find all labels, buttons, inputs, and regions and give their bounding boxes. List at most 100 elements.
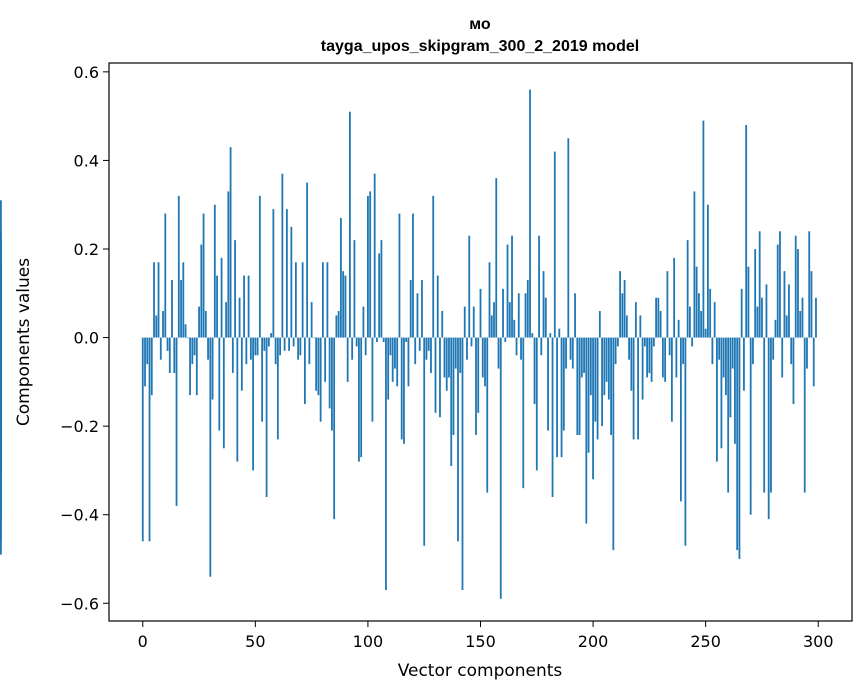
bar-185 (558, 328, 561, 338)
bar-245 (693, 191, 696, 338)
bar-241 (684, 337, 687, 546)
bar-161 (504, 337, 507, 342)
bar-68 (294, 262, 297, 338)
bar-36 (222, 337, 225, 449)
bar-75 (310, 302, 313, 338)
bar-289 (792, 337, 795, 404)
bar-168 (520, 337, 522, 360)
bar-187 (562, 337, 565, 431)
bar-193 (576, 337, 579, 435)
bar-78 (317, 337, 320, 396)
bar-274 (758, 231, 761, 338)
bar-297 (810, 271, 813, 338)
bar-273 (756, 306, 759, 338)
bar-239 (679, 337, 682, 502)
bar-8 (159, 337, 162, 360)
bar-111 (391, 337, 394, 382)
bar-22 (191, 337, 194, 365)
bar-43 (238, 297, 241, 338)
bar-59 (274, 337, 277, 365)
bar-1 (144, 337, 146, 387)
x-tick-label: 300 (803, 632, 834, 651)
x-tick-label: 150 (465, 632, 496, 651)
bar-206 (605, 337, 608, 382)
bar-45 (243, 275, 245, 338)
bar-255 (716, 337, 718, 462)
bar-194 (578, 337, 581, 435)
bar-71 (301, 262, 304, 338)
bar-215 (625, 315, 628, 338)
bar-29 (207, 337, 209, 360)
bar-79 (319, 337, 322, 422)
bar-103 (373, 173, 376, 338)
bar-204 (601, 337, 603, 427)
bar-14 (173, 337, 176, 373)
bar-10 (164, 213, 167, 338)
bar-280 (772, 337, 775, 360)
bar-7 (157, 262, 160, 338)
bar-54 (263, 337, 266, 351)
bar-222 (641, 337, 644, 400)
bar-64 (285, 209, 288, 338)
bar-92 (349, 111, 351, 338)
bar-13 (171, 280, 173, 338)
bar-179 (544, 297, 547, 338)
bar-15 (175, 337, 178, 506)
bar-298 (812, 337, 815, 387)
bar-292 (799, 311, 802, 338)
bar-282 (776, 244, 779, 338)
bar-240 (682, 337, 685, 365)
bar-190 (569, 337, 572, 360)
bar-272 (754, 249, 757, 338)
bar-135 (445, 337, 448, 391)
bar-210 (614, 337, 617, 365)
bar-148 (475, 337, 477, 435)
bar-158 (497, 337, 500, 369)
bar-115 (400, 337, 403, 440)
bar-131 (436, 275, 439, 338)
bar-262 (731, 337, 734, 369)
bar-93 (351, 337, 354, 360)
bar-151 (481, 337, 484, 378)
bar-186 (560, 337, 563, 458)
bar-165 (513, 319, 516, 338)
bar-81 (324, 337, 327, 382)
bar-101 (369, 191, 372, 338)
bar-33 (216, 275, 218, 338)
bar-189 (567, 138, 570, 338)
bar-200 (592, 337, 594, 480)
bar-264 (736, 337, 739, 551)
bar-107 (382, 337, 385, 342)
bar-38 (227, 191, 230, 338)
bar-166 (515, 337, 518, 356)
bar-98 (362, 306, 365, 338)
bar-286 (785, 315, 788, 338)
bar-192 (574, 293, 576, 338)
x-tick-label: 0 (138, 632, 148, 651)
bars-group (0, 89, 817, 599)
bar-249 (702, 120, 705, 338)
bar-236 (673, 257, 676, 338)
bar-70 (299, 337, 302, 356)
bar-124 (421, 280, 423, 338)
bar-291 (797, 249, 799, 338)
bar-288 (790, 337, 793, 365)
bar-246 (695, 266, 698, 338)
bar-58 (272, 209, 275, 338)
bar-114 (398, 213, 401, 338)
x-tick-label: 100 (353, 632, 384, 651)
bar-89 (342, 271, 345, 338)
bar-122 (416, 293, 419, 338)
bar-256 (718, 337, 721, 360)
plot-frame (108, 62, 853, 622)
bar-299 (815, 297, 817, 338)
bar-205 (603, 337, 606, 396)
bar-127 (427, 337, 430, 351)
bar-72 (303, 337, 306, 404)
bar-37 (225, 302, 227, 338)
bar-144 (466, 337, 468, 360)
bar-5 (153, 262, 155, 338)
bar-130 (434, 337, 437, 413)
bar-261 (729, 337, 732, 418)
bar-20 (186, 337, 189, 339)
